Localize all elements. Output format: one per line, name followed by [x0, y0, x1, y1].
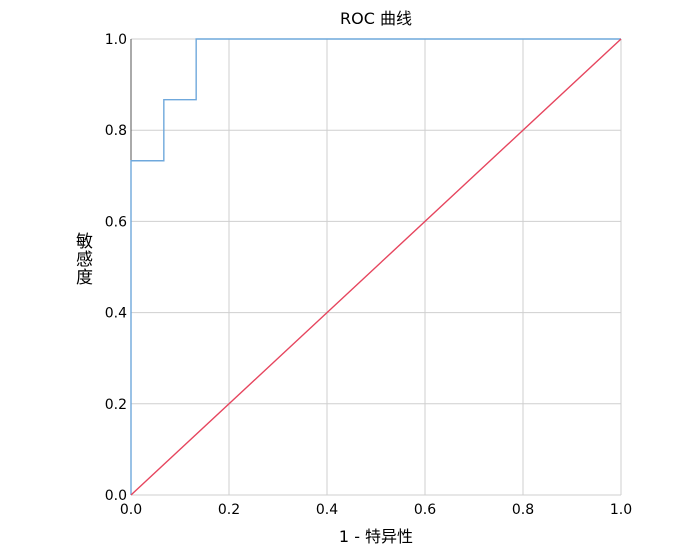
x-tick-label: 0.2 — [218, 502, 240, 518]
y-tick-label: 0.0 — [105, 488, 127, 504]
y-axis-label: 敏感度 — [72, 232, 92, 286]
y-tick-label: 0.4 — [105, 306, 127, 322]
roc-line — [130, 38, 622, 496]
y-tick-label: 1.0 — [105, 32, 127, 48]
roc-line — [130, 38, 621, 495]
x-tick-label: 0.0 — [120, 502, 142, 518]
x-axis-label: 1 - 特异性 — [339, 527, 413, 546]
x-tick-label: 1.0 — [610, 502, 632, 518]
chart-title: ROC 曲线 — [340, 9, 412, 28]
y-tick-label: 0.6 — [105, 214, 127, 230]
x-tick-label: 0.6 — [414, 502, 436, 518]
x-tick-label: 0.8 — [512, 502, 534, 518]
y-tick-label: 0.2 — [105, 397, 127, 413]
x-tick-label: 0.4 — [316, 502, 338, 518]
y-tick-label: 0.8 — [105, 123, 127, 139]
